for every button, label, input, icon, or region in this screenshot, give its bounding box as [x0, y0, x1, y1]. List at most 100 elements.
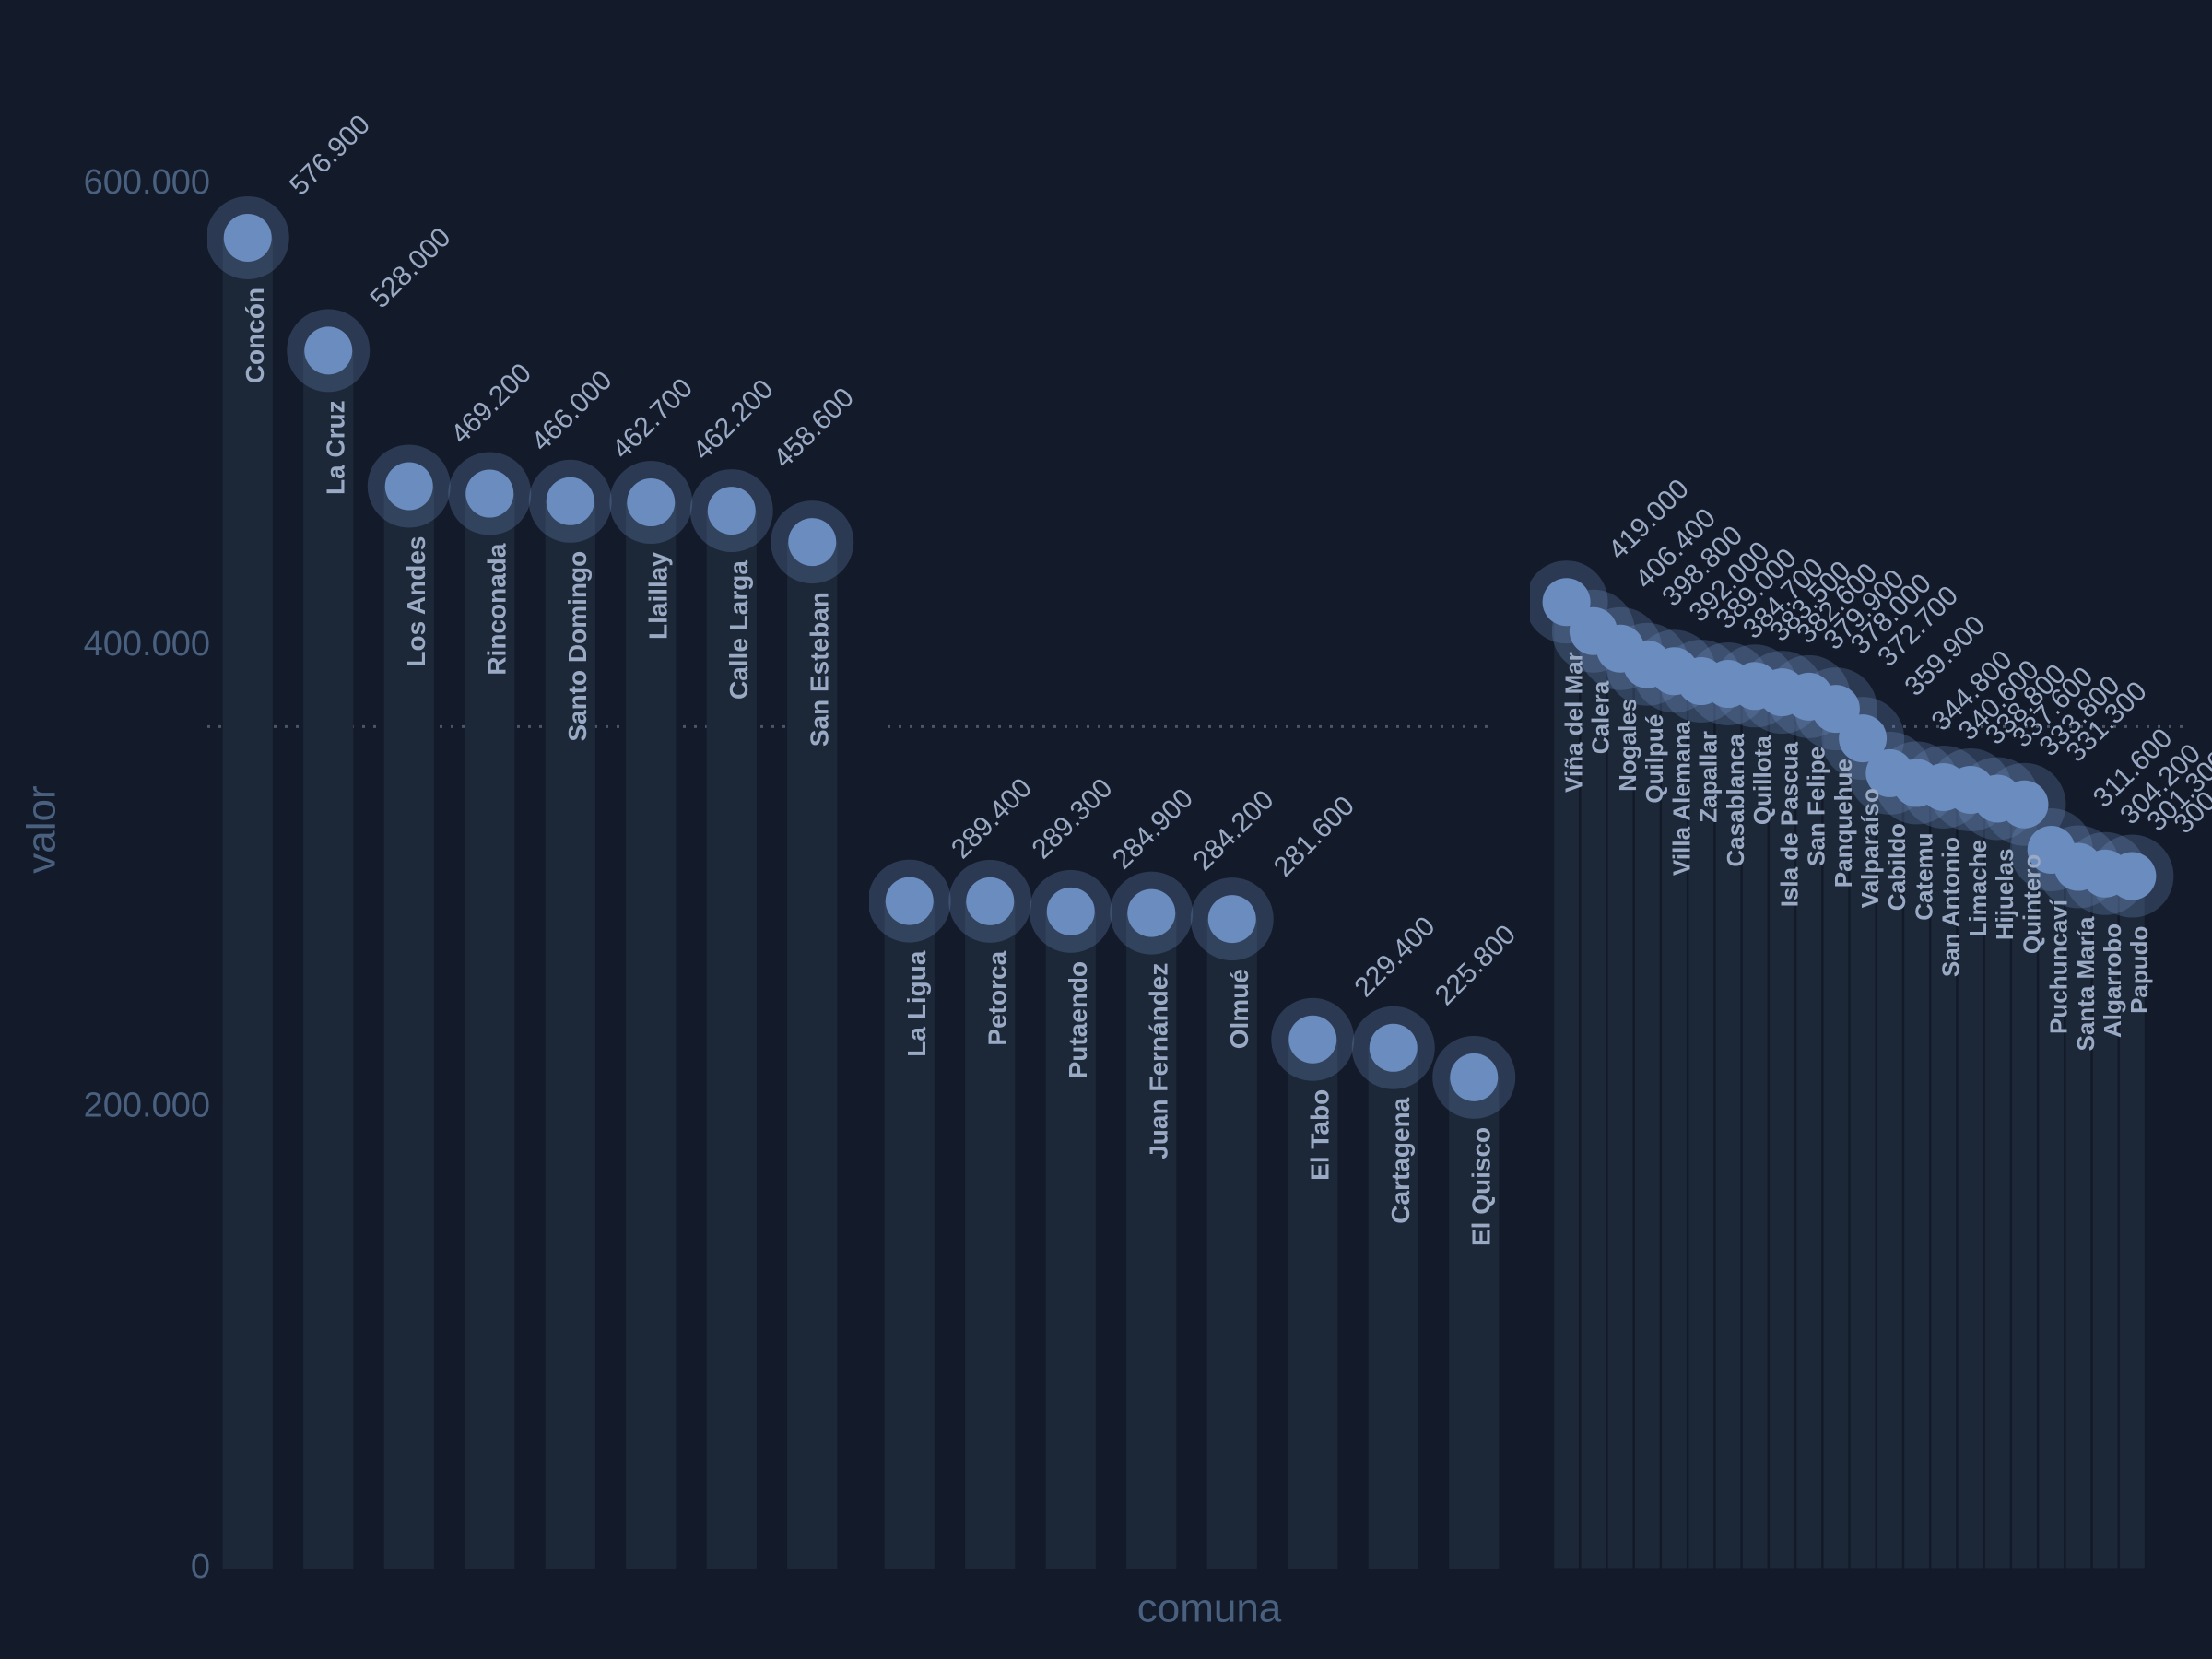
category-label: Juan Fernández	[1145, 963, 1173, 1159]
bar	[2119, 876, 2146, 1570]
bar	[303, 350, 354, 1570]
bar	[787, 542, 838, 1569]
category-label: Puchuncaví	[2045, 899, 2073, 1034]
category-label: Papudo	[2125, 926, 2153, 1014]
bar	[222, 237, 273, 1570]
category-label: Petorca	[983, 950, 1012, 1045]
dot	[1288, 1015, 1337, 1064]
category-label: Rinconada	[483, 543, 512, 676]
bar	[1449, 1077, 1500, 1569]
dot	[1369, 1023, 1418, 1072]
bar	[1206, 919, 1257, 1569]
dot	[1839, 714, 1888, 763]
bar	[383, 486, 434, 1570]
bar	[1822, 708, 1850, 1570]
dot	[384, 462, 433, 511]
dot	[546, 477, 594, 525]
bar	[706, 511, 757, 1569]
dot	[2108, 852, 2157, 900]
category-label: Cartagena	[1386, 1097, 1415, 1223]
category-label: Olmué	[1225, 969, 1253, 1049]
bar	[465, 493, 515, 1570]
bar	[1983, 797, 2011, 1570]
category-label: La Cruz	[322, 400, 350, 495]
category-label: La Ligua	[902, 950, 931, 1057]
dot	[627, 478, 676, 527]
category-label: Hijuelas	[1991, 848, 2018, 940]
category-label: Putaendo	[1064, 961, 1092, 1079]
bar	[1849, 737, 1877, 1570]
category-label: Calera	[1587, 680, 1615, 754]
dot	[304, 326, 353, 375]
y-tick-label: 400.000	[84, 625, 210, 664]
category-label: Villa Alemana	[1667, 721, 1695, 876]
dot	[788, 518, 837, 567]
bar	[1126, 912, 1177, 1569]
category-label: Quilpué	[1641, 714, 1668, 804]
dot	[1207, 895, 1256, 944]
category-label: Isla de Pascua	[1775, 742, 1803, 908]
y-tick-label: 600.000	[84, 163, 210, 202]
bar	[965, 900, 1016, 1569]
dot	[1450, 1053, 1499, 1101]
category-label: Calle Larga	[724, 560, 753, 700]
bar	[1876, 772, 1903, 1570]
bar	[1368, 1047, 1418, 1569]
bar	[1606, 648, 1634, 1570]
bar	[1930, 786, 1958, 1570]
x-axis-title: comuna	[1137, 1586, 1282, 1631]
dot	[465, 469, 514, 518]
category-label: Limache	[1964, 840, 1992, 937]
y-tick-label: 0	[191, 1547, 210, 1586]
category-label: Santo Domingo	[563, 551, 592, 742]
category-label: Santa María	[2072, 916, 2100, 1051]
bar	[545, 500, 595, 1569]
category-label: San Felipe	[1803, 747, 1830, 866]
dot	[885, 877, 934, 925]
category-label: Cabildo	[1883, 823, 1911, 911]
panel: Viña del Mar419.000Calera406.400Nogales3…	[1530, 474, 2212, 1570]
dot	[707, 487, 756, 535]
dot	[2000, 780, 2049, 829]
category-label: El Quisco	[1467, 1127, 1496, 1246]
category-label: San Antonio	[1937, 837, 1965, 977]
category-label: San Esteban	[806, 592, 834, 747]
category-label: El Tabo	[1306, 1089, 1335, 1181]
category-label: Zapallar	[1695, 731, 1723, 823]
dot	[1046, 887, 1095, 935]
bar	[1714, 683, 1742, 1570]
y-tick-label: 200.000	[84, 1086, 210, 1124]
bar	[626, 502, 677, 1569]
bar	[1580, 630, 1607, 1570]
dot	[223, 213, 272, 262]
dot	[966, 877, 1015, 925]
bar	[2091, 873, 2119, 1570]
category-label: Casablanca	[1722, 734, 1749, 867]
bar	[1741, 685, 1769, 1570]
category-label: Quintero	[2018, 854, 2045, 954]
bar	[1903, 782, 1930, 1570]
bar	[1795, 696, 1823, 1570]
bar	[1688, 680, 1715, 1570]
y-axis-title: valor	[19, 785, 65, 873]
category-label: Concón	[241, 288, 269, 383]
panel: La Ligua289.400Petorca289.300Putaendo284…	[869, 724, 1522, 1569]
category-label: Panquehue	[1830, 759, 1857, 888]
bar	[2011, 804, 2038, 1570]
category-label: Llaillay	[644, 552, 673, 640]
bar	[1633, 664, 1661, 1570]
bar	[1045, 911, 1096, 1569]
category-label: Nogales	[1614, 699, 1641, 792]
bar	[1288, 1039, 1338, 1569]
bar	[2065, 866, 2092, 1570]
category-label: Viña del Mar	[1559, 652, 1587, 793]
dot	[1127, 888, 1176, 937]
category-label: Valparaíso	[1856, 788, 1884, 908]
category-label: Los Andes	[402, 536, 430, 667]
bar	[884, 900, 935, 1569]
category-label: Catemu	[1910, 832, 1937, 920]
category-label: Algarrobo	[2099, 924, 2126, 1038]
category-label: Quillota	[1748, 735, 1776, 825]
